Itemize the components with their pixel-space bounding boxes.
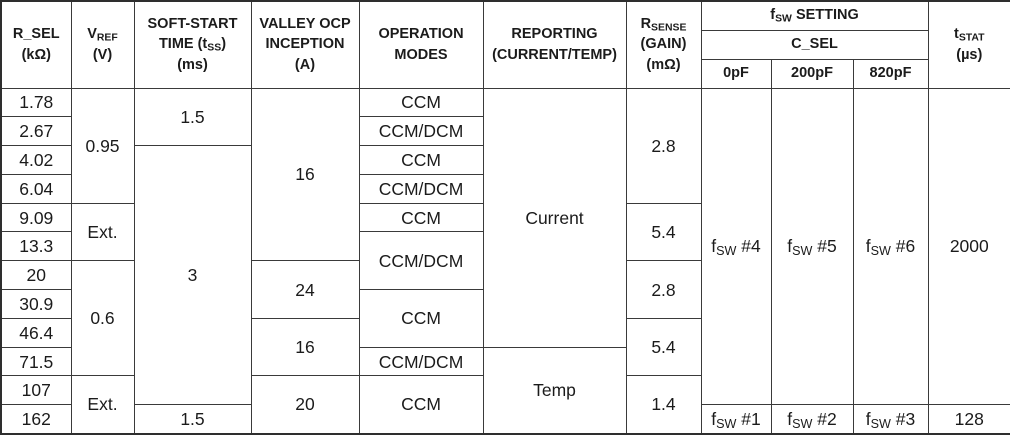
header-reporting-line2: (CURRENT/TEMP) <box>492 46 617 63</box>
header-r-sel-unit: (kΩ) <box>21 46 51 63</box>
header-r-sense-symbol: RSENSE <box>640 15 687 34</box>
cell-op-mode-g8: CCM/DCM <box>358 346 484 377</box>
header-soft-start-line1: SOFT-START <box>147 15 238 32</box>
header-valley-unit: (A) <box>294 57 316 74</box>
cell-r-sense-g5: 1.4 <box>625 375 702 435</box>
cell-reporting-g1: Current <box>482 87 627 348</box>
cell-t-stat-g1: 2000 <box>927 87 1010 406</box>
cell-r-sel-row4: 6.04 <box>0 173 72 204</box>
header-t-stat: tSTAT (µs) <box>927 0 1010 89</box>
table-row-6: 13.3 CCM/DCM <box>0 231 1010 291</box>
cell-fsw-0pf-main: fSW #4 <box>700 87 772 406</box>
cell-v-ref-g3: 0.6 <box>70 260 135 377</box>
cell-op-mode-g3: CCM <box>358 145 484 175</box>
header-row-3: 0pF 200pF 820pF <box>1 58 1010 89</box>
table-row-2: 2.67 CCM/DCM <box>0 116 1010 147</box>
header-valley-line2: INCEPTION <box>265 36 345 53</box>
cell-v-ref-g2: Ext. <box>70 202 135 262</box>
header-operation-line2: MODES <box>394 46 448 63</box>
header-row-1: R_SEL (kΩ) VREF (V) SOFT-START TIME (tSS… <box>0 0 1010 89</box>
header-operation-modes: OPERATION MODES <box>358 0 484 89</box>
cell-r-sense-g2: 5.4 <box>625 202 702 262</box>
cell-soft-start-g2: 3 <box>133 145 252 406</box>
cell-r-sel-row12: 162 <box>0 404 72 435</box>
cell-reporting-g2: Temp <box>482 346 627 435</box>
header-row-2: C_SEL <box>1 29 1010 60</box>
cell-soft-start-g3: 1.5 <box>133 404 252 435</box>
table-row-12: 162 1.5 fSW #1 fSW #2 fSW #3 128 <box>0 404 1010 435</box>
cell-t-stat-g2: 128 <box>927 404 1010 435</box>
cell-r-sel-row5: 9.09 <box>0 202 72 233</box>
header-v-ref-symbol: VREF <box>87 26 118 44</box>
header-t-stat-unit: (µs) <box>956 46 983 63</box>
header-t-stat-symbol: tSTAT <box>954 26 985 44</box>
header-r-sense-gain: (GAIN) <box>640 36 687 53</box>
cell-r-sel-row7: 20 <box>0 260 72 291</box>
cell-op-mode-g9: CCM <box>358 375 484 435</box>
header-c-sel: C_SEL <box>700 29 929 60</box>
cell-valley-g3: 16 <box>250 317 360 377</box>
header-r-sense: RSENSE (GAIN) (mΩ) <box>625 0 702 89</box>
table-row-8: 30.9 CCM <box>0 289 1010 348</box>
header-cap-0pf: 0pF <box>700 58 772 89</box>
header-r-sel: R_SEL (kΩ) <box>0 0 72 89</box>
header-soft-start-unit: (ms) <box>177 57 208 74</box>
cell-op-mode-g2: CCM/DCM <box>358 116 484 147</box>
table-row-7: 20 0.6 24 2.8 <box>0 260 1010 377</box>
header-v-ref: VREF (V) <box>70 0 135 89</box>
table-row-11: 107 Ext. 20 CCM 1.4 <box>0 375 1010 435</box>
header-reporting-line1: REPORTING <box>511 26 598 43</box>
table-row-9: 46.4 16 5.4 <box>0 317 1010 377</box>
cell-r-sel-row1: 1.78 <box>0 87 72 118</box>
cell-v-ref-g1: 0.95 <box>70 87 135 204</box>
header-valley-ocp: VALLEY OCP INCEPTION (A) <box>250 0 360 89</box>
cell-r-sel-row9: 46.4 <box>0 317 72 348</box>
cell-r-sense-g4: 5.4 <box>625 317 702 377</box>
cell-fsw-820pf-main: fSW #6 <box>852 87 929 406</box>
cell-fsw-820pf-last: fSW #3 <box>852 404 929 435</box>
cell-op-mode-g5: CCM <box>358 202 484 233</box>
cell-r-sel-row10: 71.5 <box>0 346 72 377</box>
cell-r-sel-row2: 2.67 <box>0 116 72 147</box>
cell-op-mode-g7: CCM <box>358 289 484 348</box>
header-soft-start-time: SOFT-START TIME (tSS) (ms) <box>133 0 252 89</box>
table-row-1: 1.78 0.95 1.5 16 CCM Current 2.8 fSW #4 … <box>0 87 1010 406</box>
cell-fsw-0pf-last: fSW #1 <box>700 404 772 435</box>
cell-v-ref-g4: Ext. <box>70 375 135 435</box>
cell-soft-start-g1: 1.5 <box>133 87 252 147</box>
header-cap-820pf: 820pF <box>852 58 929 89</box>
header-cap-200pf: 200pF <box>770 58 854 89</box>
cell-op-mode-g4: CCM/DCM <box>358 173 484 204</box>
cell-r-sel-row3: 4.02 <box>0 145 72 175</box>
cell-r-sel-row8: 30.9 <box>0 289 72 319</box>
cell-fsw-200pf-last: fSW #2 <box>770 404 854 435</box>
cell-r-sel-row6: 13.3 <box>0 231 72 262</box>
cell-r-sense-g3: 2.8 <box>625 260 702 319</box>
header-v-ref-unit: (V) <box>92 46 113 63</box>
cell-valley-g2: 24 <box>250 260 360 319</box>
cell-valley-g4: 20 <box>250 375 360 435</box>
header-reporting: REPORTING (CURRENT/TEMP) <box>482 0 627 89</box>
header-valley-line1: VALLEY OCP <box>259 15 351 32</box>
cell-fsw-200pf-main: fSW #5 <box>770 87 854 406</box>
cell-valley-g1: 16 <box>250 87 360 262</box>
cell-op-mode-g6: CCM/DCM <box>358 231 484 291</box>
cell-r-sense-g1: 2.8 <box>625 87 702 204</box>
table-row-10: 71.5 CCM/DCM Temp <box>0 346 1010 435</box>
cell-op-mode-g1: CCM <box>358 87 484 118</box>
header-operation-line1: OPERATION <box>378 26 464 43</box>
header-fsw-setting: fSW SETTING <box>700 0 929 31</box>
header-soft-start-line2: TIME (tSS) <box>158 36 227 54</box>
header-r-sel-symbol: R_SEL <box>12 26 60 43</box>
header-r-sense-unit: (mΩ) <box>646 57 681 74</box>
cell-r-sel-row11: 107 <box>0 375 72 406</box>
